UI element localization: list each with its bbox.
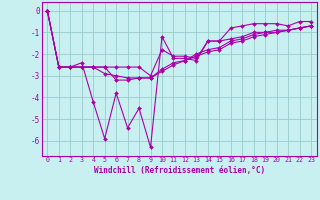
X-axis label: Windchill (Refroidissement éolien,°C): Windchill (Refroidissement éolien,°C) xyxy=(94,166,265,175)
